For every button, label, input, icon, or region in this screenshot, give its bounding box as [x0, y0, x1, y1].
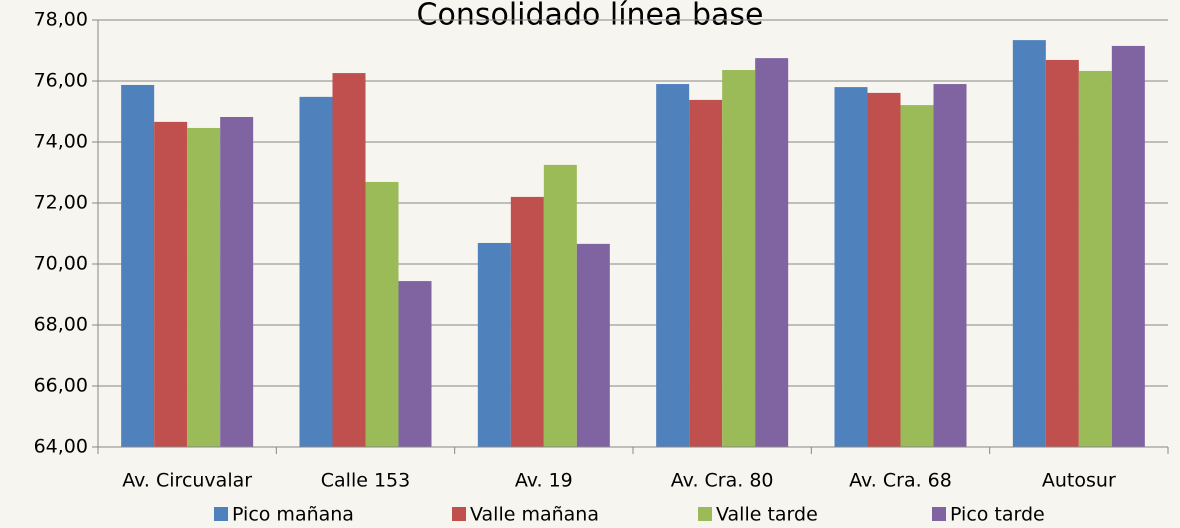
y-tick-label: 74,00	[34, 131, 88, 153]
bar	[299, 96, 333, 448]
bar	[656, 84, 690, 448]
x-tick-label: Calle 153	[321, 470, 410, 492]
x-tick-label: Autosur	[1042, 470, 1116, 492]
x-tick-label: Av. Circuvalar	[122, 470, 252, 492]
bar	[1111, 45, 1145, 448]
x-tick-label: Av. Cra. 68	[849, 470, 952, 492]
legend-swatch	[932, 507, 946, 521]
y-tick-label: 66,00	[34, 375, 88, 397]
bar	[1078, 70, 1112, 447]
bar	[834, 87, 868, 447]
legend-label: Pico mañana	[232, 504, 354, 526]
bar	[900, 105, 934, 447]
bar	[543, 164, 577, 447]
y-tick-label: 72,00	[34, 192, 88, 214]
bar	[933, 84, 967, 448]
bar	[867, 92, 901, 448]
x-tick-label: Av. Cra. 80	[671, 470, 774, 492]
bar	[398, 281, 432, 447]
y-tick-label: 78,00	[34, 9, 88, 31]
legend-label: Valle tarde	[716, 504, 818, 526]
bar	[365, 181, 399, 447]
bar	[576, 243, 610, 447]
bar	[755, 58, 789, 447]
bar	[1045, 59, 1079, 447]
legend-label: Valle mañana	[470, 504, 599, 526]
bar	[510, 196, 544, 447]
y-tick-label: 76,00	[34, 70, 88, 92]
legend-swatch	[452, 507, 466, 521]
x-tick-label: Av. 19	[515, 470, 573, 492]
bar	[220, 116, 254, 448]
legend-swatch	[698, 507, 712, 521]
y-tick-label: 68,00	[34, 314, 88, 336]
bar	[1012, 40, 1046, 447]
y-tick-label: 64,00	[34, 436, 88, 458]
bar	[477, 242, 511, 447]
bar	[332, 73, 366, 447]
y-tick-label: 70,00	[34, 253, 88, 275]
bar	[722, 70, 756, 448]
bar	[121, 84, 155, 447]
legend-label: Pico tarde	[950, 504, 1045, 526]
bar	[154, 121, 188, 448]
bar	[689, 99, 723, 447]
legend-swatch	[214, 507, 228, 521]
bar	[187, 127, 221, 447]
chart-title: Consolidado línea base	[417, 0, 764, 33]
